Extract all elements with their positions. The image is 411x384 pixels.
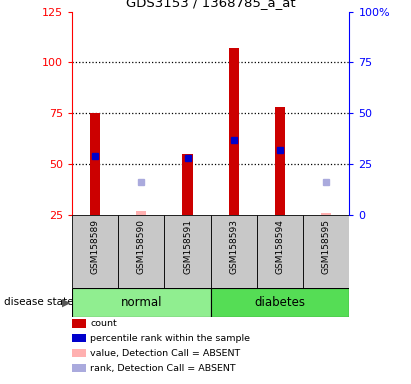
Bar [321, 213, 331, 215]
Text: disease state: disease state [4, 297, 74, 308]
Text: diabetes: diabetes [254, 296, 305, 309]
Bar [257, 215, 303, 288]
Text: GSM158590: GSM158590 [137, 219, 146, 274]
Bar [211, 215, 257, 288]
Bar [72, 215, 118, 288]
Bar [90, 113, 100, 215]
Bar [136, 211, 146, 215]
Bar [211, 288, 349, 317]
Text: value, Detection Call = ABSENT: value, Detection Call = ABSENT [90, 349, 241, 358]
Bar [229, 48, 239, 215]
Text: percentile rank within the sample: percentile rank within the sample [90, 334, 250, 343]
Bar [275, 107, 285, 215]
Text: GSM158591: GSM158591 [183, 219, 192, 274]
Text: GSM158593: GSM158593 [229, 219, 238, 274]
Text: GSM158594: GSM158594 [275, 219, 284, 273]
Title: GDS3153 / 1368785_a_at: GDS3153 / 1368785_a_at [126, 0, 296, 9]
Text: count: count [90, 319, 117, 328]
Text: GSM158589: GSM158589 [90, 219, 99, 274]
Bar [72, 288, 211, 317]
Bar [303, 215, 349, 288]
Text: GSM158595: GSM158595 [322, 219, 331, 274]
Text: normal: normal [120, 296, 162, 309]
Bar [118, 215, 164, 288]
Text: rank, Detection Call = ABSENT: rank, Detection Call = ABSENT [90, 364, 236, 372]
Bar [182, 154, 193, 215]
Text: ▶: ▶ [62, 297, 70, 308]
Bar [164, 215, 211, 288]
